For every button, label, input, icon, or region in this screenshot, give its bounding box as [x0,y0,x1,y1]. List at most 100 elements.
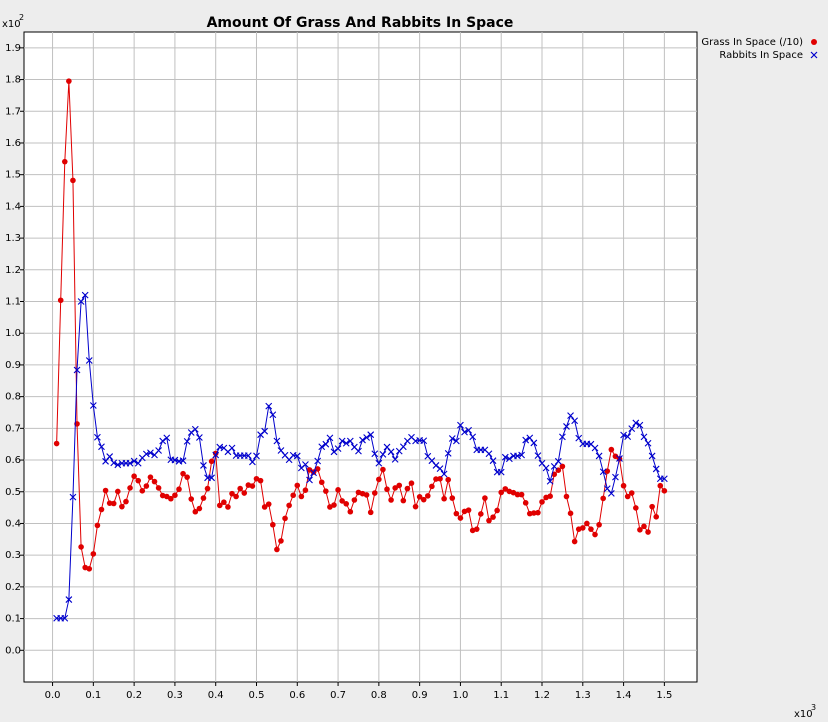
x-multiplier-base: x10 [794,709,813,720]
grass-point [482,495,488,501]
grass-point [579,525,586,531]
grass-point [318,479,325,486]
rabbits-point [567,412,574,420]
grass-point [486,517,492,524]
grass-point [449,495,456,501]
grass-point [425,493,431,499]
rabbits-point [69,493,77,501]
grass-point [429,483,435,490]
rabbits-point [338,437,346,445]
x-tick-label: 1.1 [493,690,509,701]
grass-point [535,509,541,516]
rabbits-point [489,457,497,465]
grass-point [367,509,374,516]
grass-point [221,499,227,506]
legend: Grass In Space (/10) Rabbits In Space [701,37,818,61]
y-tick-label: 0.9 [5,360,21,371]
rabbits-point [542,464,550,472]
grass-point [147,474,154,480]
legend-marker-rabbits [810,51,818,59]
rabbits-point [273,437,281,445]
rabbits-point [505,455,513,463]
rabbits-point [554,457,562,465]
grass-point [453,510,460,517]
grass-point [86,566,93,572]
x-tick-label: 1.3 [575,690,591,701]
rabbits-point [399,443,407,451]
rabbits-point [644,439,652,447]
rabbits-point [461,428,468,436]
rabbits-point [265,402,273,410]
rabbits-point [269,411,277,419]
grass-point [176,486,182,493]
grass-point [131,473,137,480]
grass-point [588,526,594,532]
rabbits-point [106,453,114,460]
rabbits-point [334,445,342,453]
rabbits-point [183,437,191,445]
rabbits-point [363,434,371,441]
grass-point [392,485,398,491]
rabbits-point [559,433,566,441]
rabbits-point [293,452,301,460]
legend-entry-rabbits: Rabbits In Space [719,50,818,61]
grass-point [404,485,411,492]
rabbits-point [640,433,648,441]
grass-point [53,440,60,447]
rabbits-point [110,459,118,467]
y-tick-label: 0.8 [5,392,21,403]
x-tick-label: 1.0 [452,690,468,701]
x-tick-label: 1.2 [534,690,550,701]
grass-point [539,499,545,505]
grass-point [135,477,142,484]
y-tick-label: 1.7 [5,106,21,117]
rabbits-point [191,425,199,433]
rabbits-point [195,434,203,441]
grass-point [237,485,243,492]
rabbits-point [563,423,570,430]
rabbits-point [318,443,326,451]
grass-point [225,504,231,510]
legend-label-rabbits: Rabbits In Space [719,50,803,61]
rabbits-point [249,458,256,466]
rabbits-point [522,436,530,444]
rabbits-point [469,433,477,441]
x-tick-label: 0.3 [167,690,183,701]
rabbits-point [326,434,334,442]
rabbits-point [61,614,69,622]
rabbits-point [534,452,542,459]
grass-point [465,507,472,513]
grass-point [380,466,386,473]
rabbits-point [200,462,207,469]
grass-point [494,507,500,514]
grid [24,32,697,682]
rabbits-point [306,476,313,484]
rabbits-point [660,475,668,483]
grass-point [102,487,109,494]
rabbits-point [624,433,632,440]
x-tick-label: 0.1 [85,690,101,701]
rabbits-point [607,489,615,497]
y-tick-label: 1.6 [5,138,21,149]
rabbits-point [575,434,583,442]
y-tick-label: 1.3 [5,233,21,244]
grass-point [115,488,121,495]
grass-point [66,78,72,84]
rabbits-point [420,437,428,445]
grass-point [278,538,284,544]
rabbits-point [550,463,558,470]
x-tick-label: 0.8 [371,690,387,701]
rabbits-point [322,440,330,448]
grass-point [408,480,415,486]
grass-point [78,544,84,550]
y-tick-label: 1.8 [5,75,21,86]
axes: 0.0 0.1 0.2 0.3 0.4 0.5 0.6 0.7 0.8 0.9 1.0 1.1 1.2 1… [5,43,672,701]
rabbits-point [98,443,105,451]
rabbits-point [465,426,472,434]
x-tick-label: 1.4 [616,690,632,701]
rabbits-point [485,450,493,458]
rabbits-point [440,470,448,478]
rabbits-point [652,465,660,473]
grass-point [123,498,129,505]
